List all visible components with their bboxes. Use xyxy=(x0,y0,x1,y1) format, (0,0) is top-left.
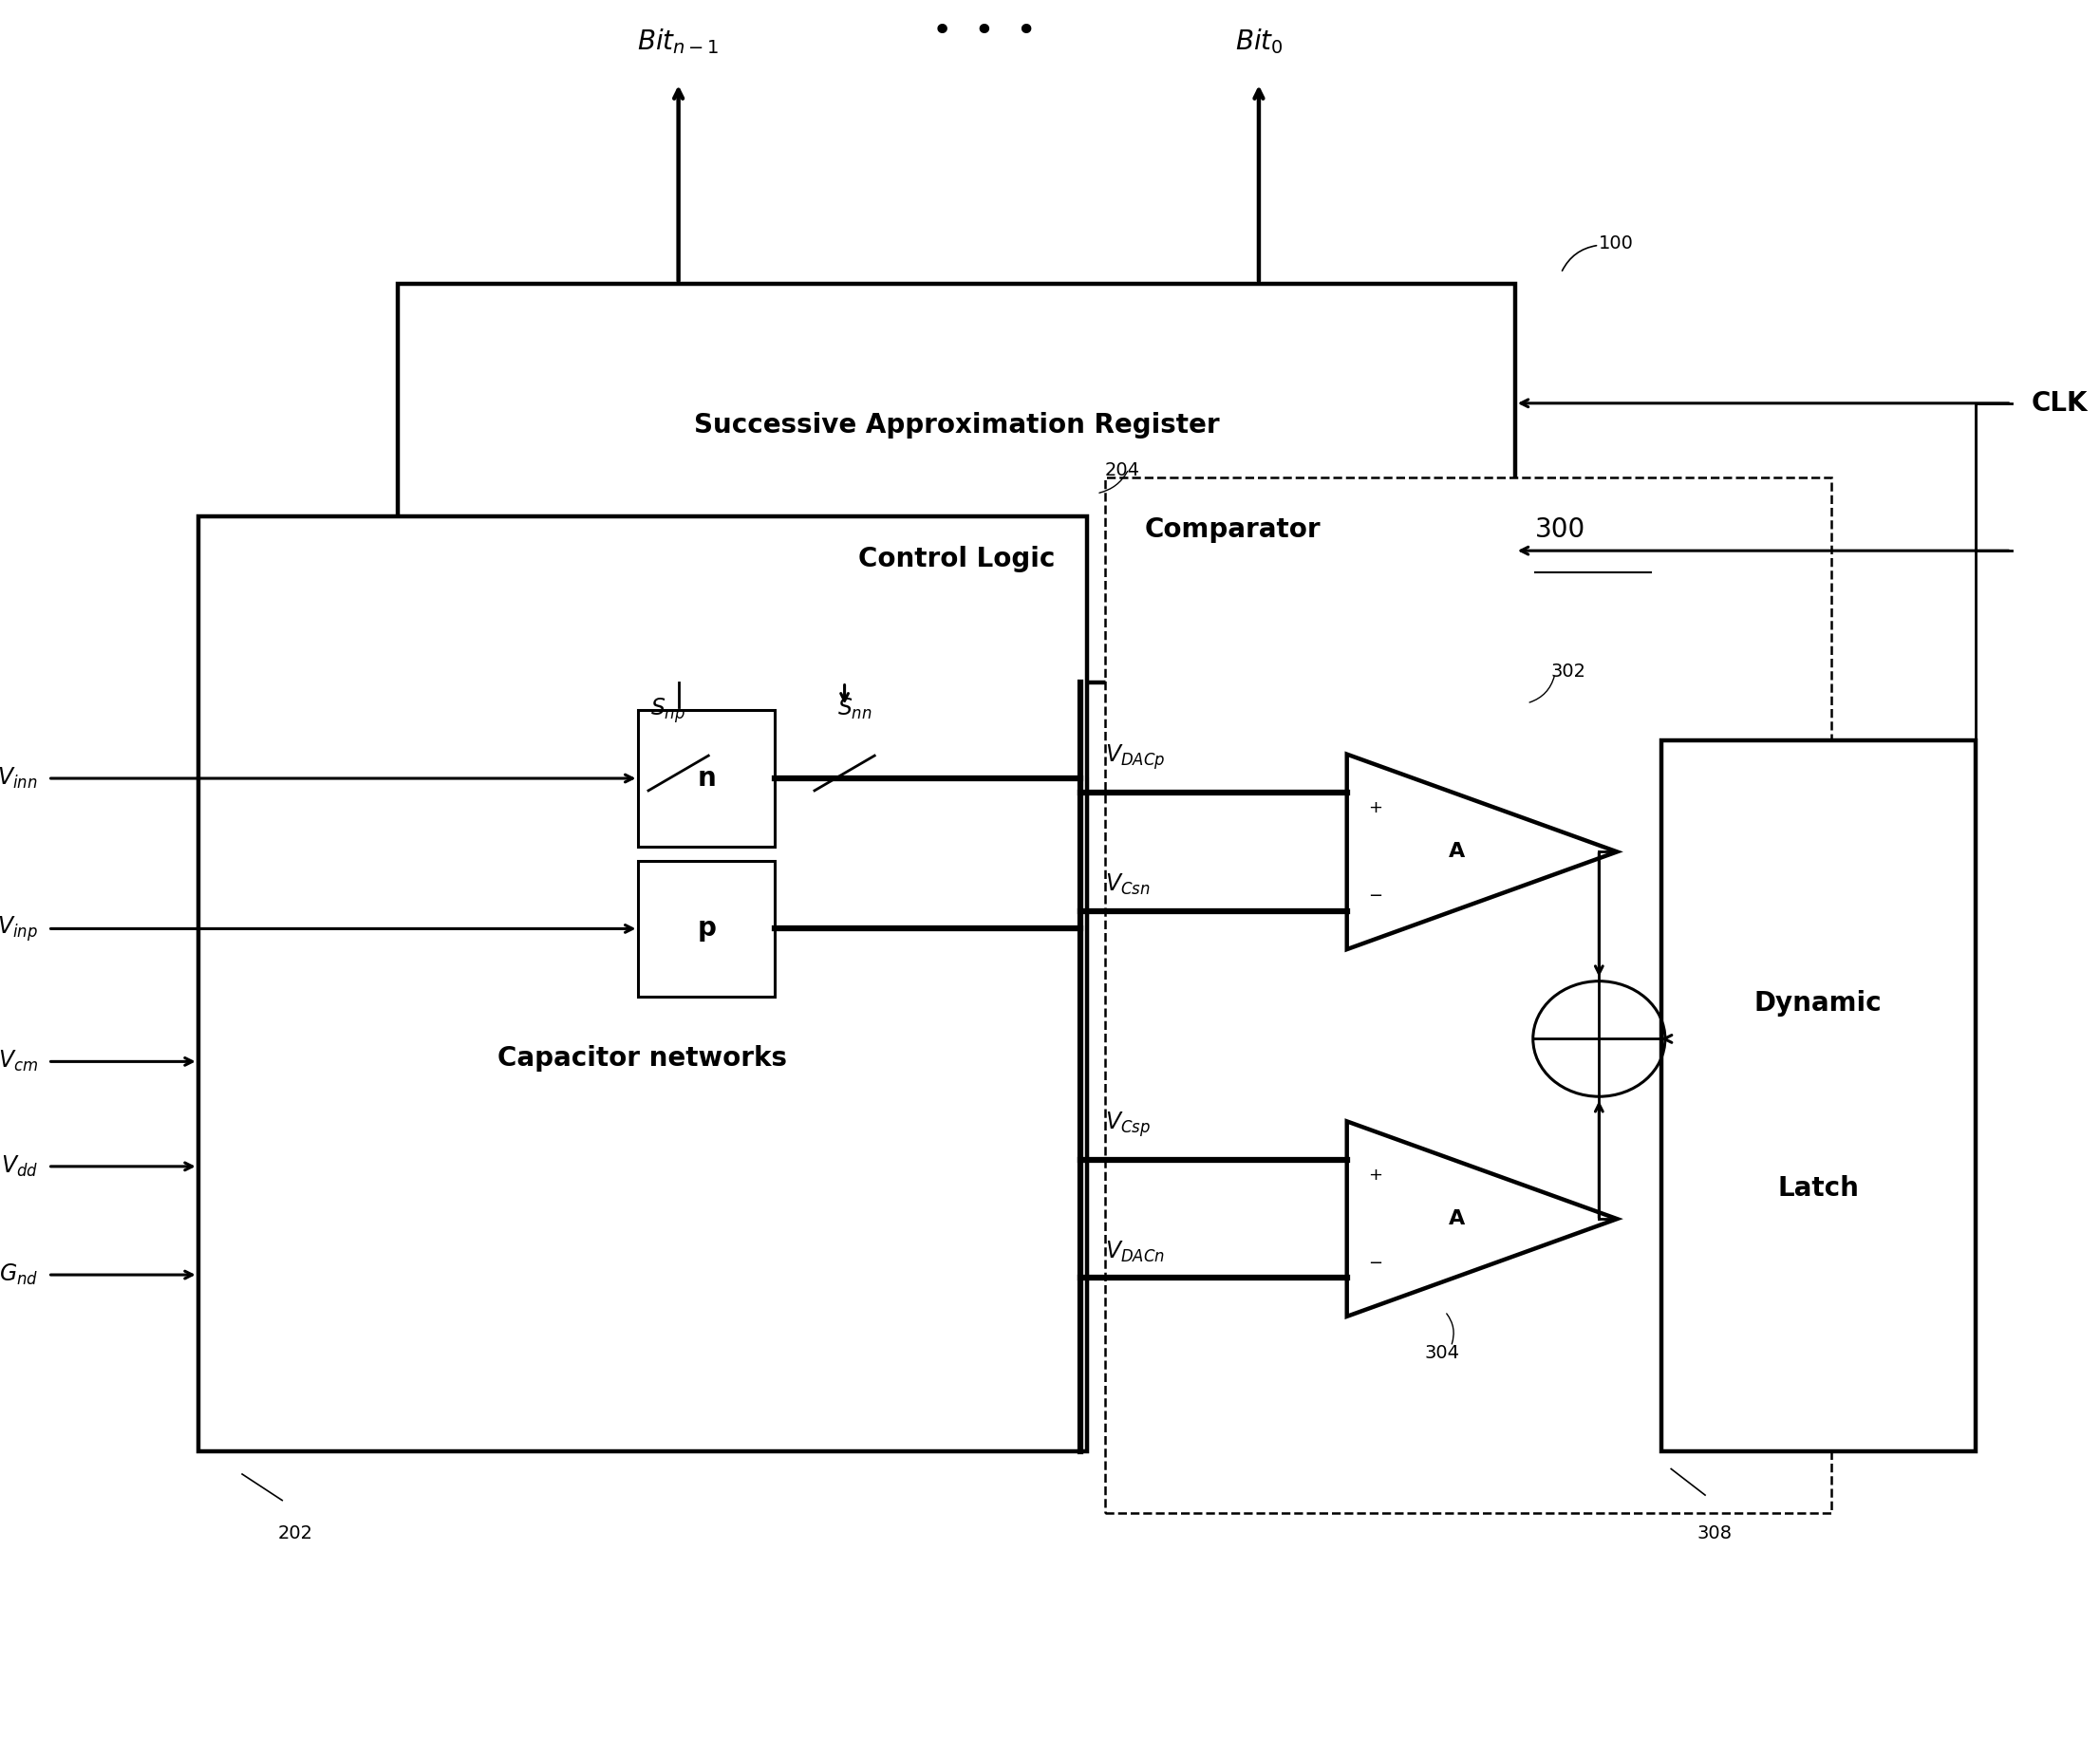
Text: +: + xyxy=(1367,799,1382,817)
Text: 300: 300 xyxy=(1535,516,1585,543)
Text: Latch: Latch xyxy=(1777,1175,1858,1201)
Text: $S_{nn}$: $S_{nn}$ xyxy=(838,695,872,722)
Text: $V_{inn}$: $V_{inn}$ xyxy=(0,766,38,790)
Text: 304: 304 xyxy=(1426,1345,1459,1363)
Text: 308: 308 xyxy=(1697,1524,1732,1544)
Text: $V_{inp}$: $V_{inp}$ xyxy=(0,915,38,943)
Text: 302: 302 xyxy=(1552,662,1585,681)
Text: $Bit_0$: $Bit_0$ xyxy=(1235,26,1283,56)
Text: −: − xyxy=(1367,887,1382,904)
Bar xyxy=(1105,478,1831,1512)
Text: $G_{nd}$: $G_{nd}$ xyxy=(0,1263,38,1287)
Text: CLK: CLK xyxy=(2031,390,2087,416)
Text: −: − xyxy=(1367,1254,1382,1271)
Text: n: n xyxy=(697,766,716,792)
Text: $V_{DACp}$: $V_{DACp}$ xyxy=(1105,743,1166,771)
Text: 100: 100 xyxy=(1598,234,1634,253)
Text: p: p xyxy=(697,915,716,941)
Text: A: A xyxy=(1449,843,1466,860)
Text: $V_{Csn}$: $V_{Csn}$ xyxy=(1105,873,1151,897)
Text: $V_{dd}$: $V_{dd}$ xyxy=(0,1154,38,1178)
Text: Comparator: Comparator xyxy=(1145,516,1321,543)
Text: Successive Approximation Register: Successive Approximation Register xyxy=(693,413,1220,439)
Text: +: + xyxy=(1367,1166,1382,1184)
Text: $V_{Csp}$: $V_{Csp}$ xyxy=(1105,1110,1151,1140)
Bar xyxy=(197,516,1086,1452)
Text: $V_{cm}$: $V_{cm}$ xyxy=(0,1048,38,1075)
Text: 204: 204 xyxy=(1105,462,1140,479)
Text: •  •  •: • • • xyxy=(932,16,1037,47)
Text: A: A xyxy=(1449,1210,1466,1229)
Bar xyxy=(638,709,775,846)
Text: Dynamic: Dynamic xyxy=(1754,990,1882,1017)
Text: $S_{np}$: $S_{np}$ xyxy=(651,695,687,725)
Text: $V_{DACn}$: $V_{DACn}$ xyxy=(1105,1240,1166,1264)
Bar xyxy=(638,860,775,997)
Bar xyxy=(1661,739,1976,1452)
Text: Capacitor networks: Capacitor networks xyxy=(498,1045,788,1071)
Bar xyxy=(399,284,1514,683)
Text: Control Logic: Control Logic xyxy=(859,546,1054,572)
Text: $Bit_{n-1}$: $Bit_{n-1}$ xyxy=(638,26,720,56)
Text: 202: 202 xyxy=(277,1524,313,1544)
